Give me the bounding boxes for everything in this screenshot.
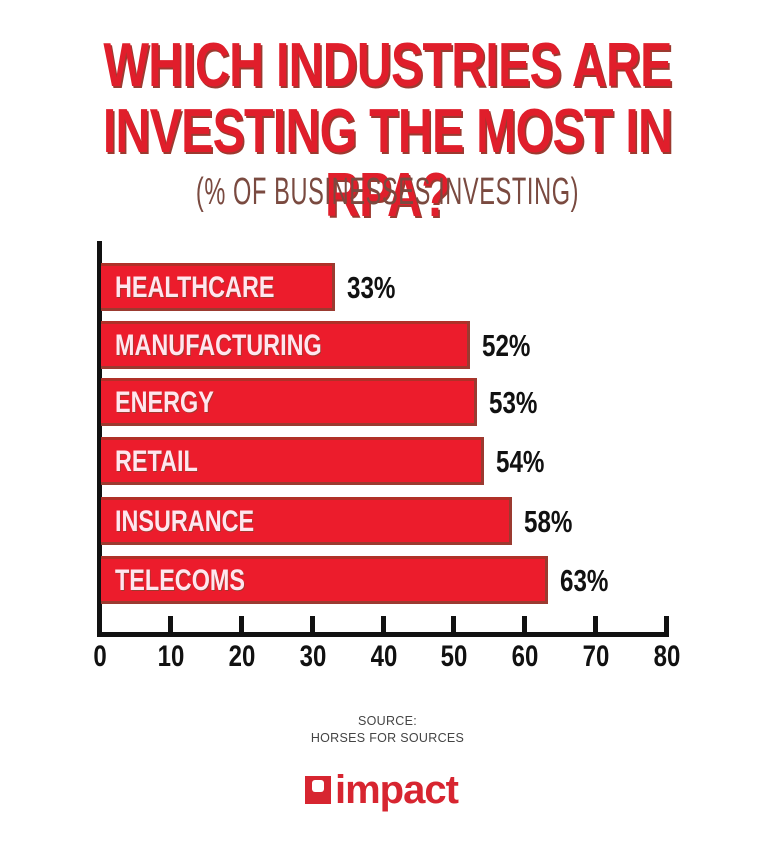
bar-energy: ENERGY — [101, 378, 477, 426]
bar-label: RETAIL — [115, 445, 198, 478]
x-tick — [238, 616, 244, 634]
bar-chart: 0 10 20 30 40 50 60 70 80 HEALTHCARE 33% MANUFACTU… — [93, 241, 681, 673]
source-name: HORSES FOR SOURCES — [310, 731, 465, 745]
bar-value-label: 52% — [481, 328, 530, 363]
x-tick — [167, 616, 173, 634]
impact-logo: impact — [305, 768, 459, 812]
bar-insurance: INSURANCE — [101, 497, 513, 545]
x-tick — [593, 616, 599, 634]
bar-value-label: 58% — [524, 504, 573, 539]
x-tick-label: 20 — [228, 640, 256, 673]
x-axis-line — [97, 632, 669, 637]
bar-value-label: 63% — [559, 563, 608, 598]
bar-manufacturing: MANUFACTURING — [101, 321, 470, 369]
bar-value-label: 53% — [488, 385, 538, 420]
x-tick — [451, 616, 457, 634]
x-tick-label: 80 — [653, 640, 681, 673]
x-tick — [309, 616, 315, 634]
x-tick-label: 40 — [370, 640, 397, 673]
chart-subtitle: (% OF BUSINESSES INVESTING) — [195, 171, 580, 213]
bar-value-label: 54% — [495, 444, 545, 479]
bar-label: ENERGY — [115, 386, 214, 419]
x-tick-label: 50 — [441, 640, 468, 673]
x-tick — [380, 616, 386, 634]
logo-text: impact — [335, 768, 459, 812]
x-tick-label: 70 — [582, 640, 610, 673]
bar-telecoms: TELECOMS — [101, 556, 548, 604]
x-tick-label: 30 — [299, 640, 326, 673]
bar-healthcare: HEALTHCARE — [101, 263, 335, 311]
x-tick-label: 0 — [93, 640, 107, 673]
source-note: SOURCE: HORSES FOR SOURCES — [0, 713, 775, 747]
x-tick-label: 60 — [511, 640, 539, 673]
bar-retail: RETAIL — [101, 437, 484, 485]
bar-label: MANUFACTURING — [115, 329, 322, 362]
bar-label: HEALTHCARE — [115, 271, 275, 304]
source-label: SOURCE: — [357, 714, 418, 728]
x-tick-label: 10 — [157, 640, 185, 673]
x-tick — [664, 616, 669, 634]
chart-title-line-2: INVESTING THE MOST IN RPA? — [102, 97, 673, 230]
bar-label: TELECOMS — [115, 564, 246, 597]
y-axis-line — [97, 241, 102, 637]
bar-label: INSURANCE — [115, 505, 255, 538]
bar-value-label: 33% — [346, 270, 396, 305]
chart-title-line-1: WHICH INDUSTRIES ARE — [103, 31, 672, 100]
logo-mark-icon — [305, 776, 331, 804]
x-tick — [522, 616, 528, 634]
